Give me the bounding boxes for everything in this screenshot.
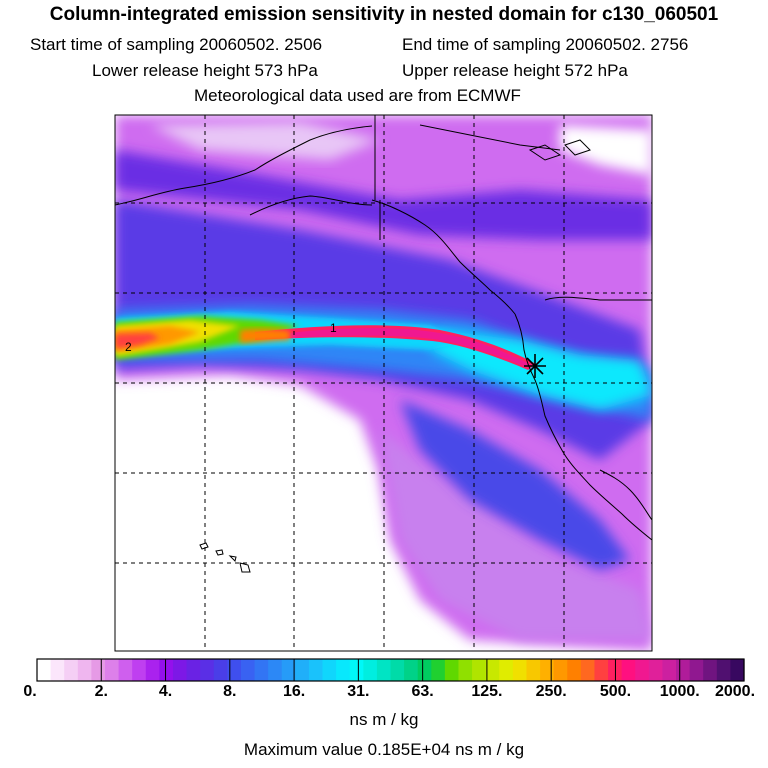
colorbar-swatch [390,659,405,681]
colorbar-swatch [689,659,704,681]
colorbar-swatch [363,659,378,681]
colorbar-label: 1000. [659,683,700,700]
colorbar-swatch [472,659,487,681]
map-frame [114,114,653,652]
colorbar-label: 250. [535,683,567,700]
upper-release-height: Upper release height 572 hPa [402,61,628,80]
colorbar-swatch [594,659,609,681]
colorbar-swatch [227,659,242,681]
colorbar-swatch [648,659,664,681]
colorbar-label: 2. [94,683,108,700]
marker-2: 2 [125,340,132,354]
colorbar-swatch [240,659,256,681]
marker-1: 1 [330,321,337,335]
colorbar-label: 8. [223,683,237,700]
colorbar-swatch [77,659,92,681]
colorbar-swatch [512,659,528,681]
colorbar-label: 2000. [714,683,756,700]
colorbar-swatch [540,659,555,681]
colorbar-swatch [553,659,568,681]
colorbar-swatch [322,659,337,681]
colorbar-label: 16. [282,683,306,700]
colorbar-swatch [50,659,65,681]
colorbar-swatch [621,659,636,681]
colorbar-label: 4. [158,683,173,700]
colorbar-swatch [404,659,419,681]
end-time: End time of sampling 20060502. 2756 [402,35,689,54]
colorbar-swatch [132,659,147,681]
colorbar-swatch [526,659,541,681]
colorbar-swatch [91,659,106,681]
colorbar-label: 500. [599,683,632,700]
colorbar-swatch [104,659,120,681]
colorbar-swatch [254,659,269,681]
colorbar-swatch [172,659,188,681]
colorbar-swatch [145,659,160,681]
colorbar-swatch [662,659,677,681]
colorbar-swatch [213,659,228,681]
colorbar-label: 125. [471,683,503,700]
colorbar-swatch [499,659,514,681]
colorbar-label: 63. [411,683,434,700]
colorbar-swatch [567,659,582,681]
met-data-note: Meteorological data used are from ECMWF [194,86,521,105]
colorbar-frame [36,658,745,682]
colorbar-swatch [431,659,446,681]
colorbar [36,658,745,682]
maximum-value: Maximum value 0.185E+04 ns m / kg [243,740,525,759]
colorbar-swatch [349,659,364,681]
page-title: Column-integrated emission sensitivity i… [49,4,719,25]
asterisk-icon [524,354,546,378]
colorbar-swatch [635,659,650,681]
colorbar-label: 0. [23,683,37,700]
colorbar-swatch [281,659,296,681]
colorbar-swatch [159,659,174,681]
colorbar-swatch [118,659,133,681]
colorbar-swatch [703,659,718,681]
colorbar-swatch [186,659,201,681]
colorbar-label: 31. [347,683,370,700]
colorbar-swatch [417,659,432,681]
colorbar-swatch [295,659,310,681]
lower-release-height: Lower release height 573 hPa [92,61,318,80]
colorbar-swatch [200,659,215,681]
colorbar-swatch [716,659,732,681]
colorbar-swatch [376,659,392,681]
colorbar-swatch [268,659,283,681]
colorbar-swatch [444,659,460,681]
colorbar-swatch [676,659,691,681]
colorbar-swatch [308,659,324,681]
colorbar-swatch [336,659,351,681]
coastlines [115,115,652,573]
colorbar-unit: ns m / kg [349,710,419,729]
colorbar-swatch [458,659,473,681]
colorbar-swatch [730,659,745,681]
colorbar-swatch [580,659,596,681]
colorbar-swatch [64,659,79,681]
colorbar-swatch [485,659,500,681]
colorbar-swatch [37,659,52,681]
grid-lines [115,115,652,651]
start-time: Start time of sampling 20060502. 2506 [30,35,323,54]
